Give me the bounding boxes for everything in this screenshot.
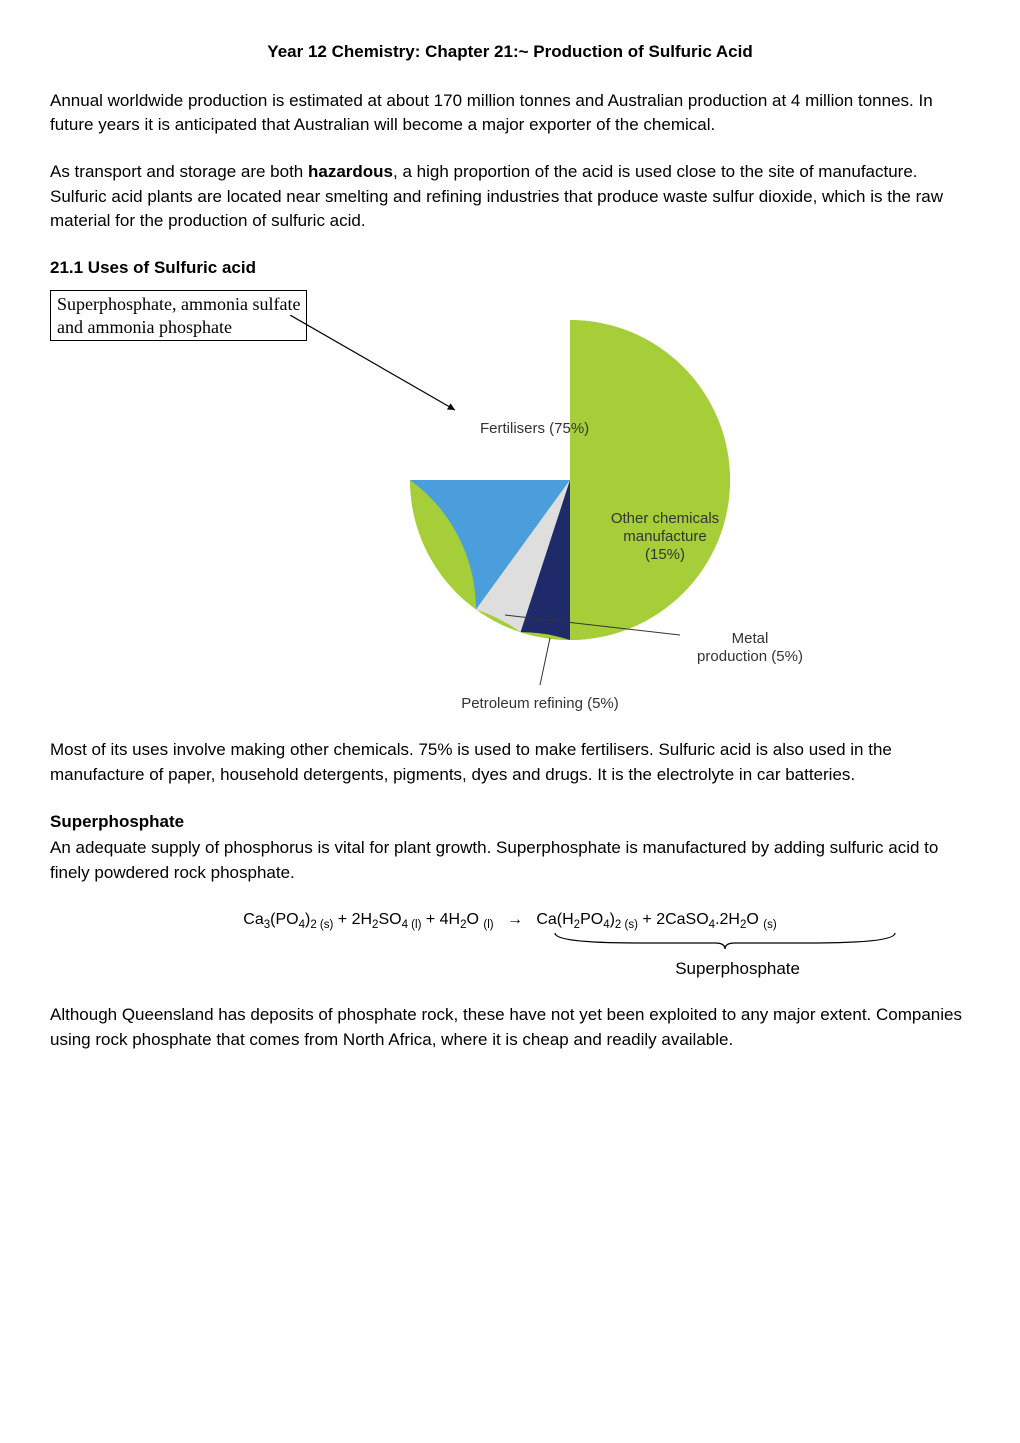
page-title: Year 12 Chemistry: Chapter 21:~ Producti… [50, 40, 970, 65]
other-l1: Other chemicals [611, 510, 719, 527]
intro-paragraph-1: Annual worldwide production is estimated… [50, 89, 970, 138]
superphosphate-heading: Superphosphate [50, 810, 970, 835]
superphosphate-paragraph: An adequate supply of phosphorus is vita… [50, 836, 970, 885]
pie-chart: Fertilisers (75%) Other chemicals manufa… [390, 290, 890, 730]
intro2-bold: hazardous [308, 162, 393, 181]
pie-label-petroleum: Petroleum refining (5%) [420, 695, 660, 713]
after-pie-paragraph: Most of its uses involve making other ch… [50, 738, 970, 787]
callout-box: Superphosphate, ammonia sulfate and ammo… [50, 290, 307, 341]
metal-l1: Metal [732, 630, 769, 647]
metal-l2: production (5%) [697, 648, 803, 665]
pie-label-other: Other chemicals manufacture (15%) [590, 510, 740, 564]
reaction-arrow: → [507, 911, 523, 928]
pie-label-fertilisers: Fertilisers (75%) [480, 420, 589, 438]
closing-paragraph: Although Queensland has deposits of phos… [50, 1003, 970, 1052]
underbrace-label: Superphosphate [50, 957, 970, 982]
pie-chart-container: Superphosphate, ammonia sulfate and ammo… [50, 290, 970, 730]
underbrace [50, 931, 970, 959]
chemical-equation: Ca3(PO4)2 (s) + 2H2SO4 (l) + 4H2O (l) → … [50, 908, 970, 931]
callout-line-1: Superphosphate, ammonia sulfate [57, 294, 300, 314]
intro-paragraph-2: As transport and storage are both hazard… [50, 160, 970, 234]
other-l3: (15%) [645, 546, 685, 563]
pie-slice-petro-hidden [521, 320, 570, 480]
intro2-a: As transport and storage are both [50, 162, 308, 181]
callout-line-2: and ammonia phosphate [57, 317, 232, 337]
other-l2: manufacture [623, 528, 706, 545]
pie-label-metal: Metal production (5%) [680, 630, 820, 666]
